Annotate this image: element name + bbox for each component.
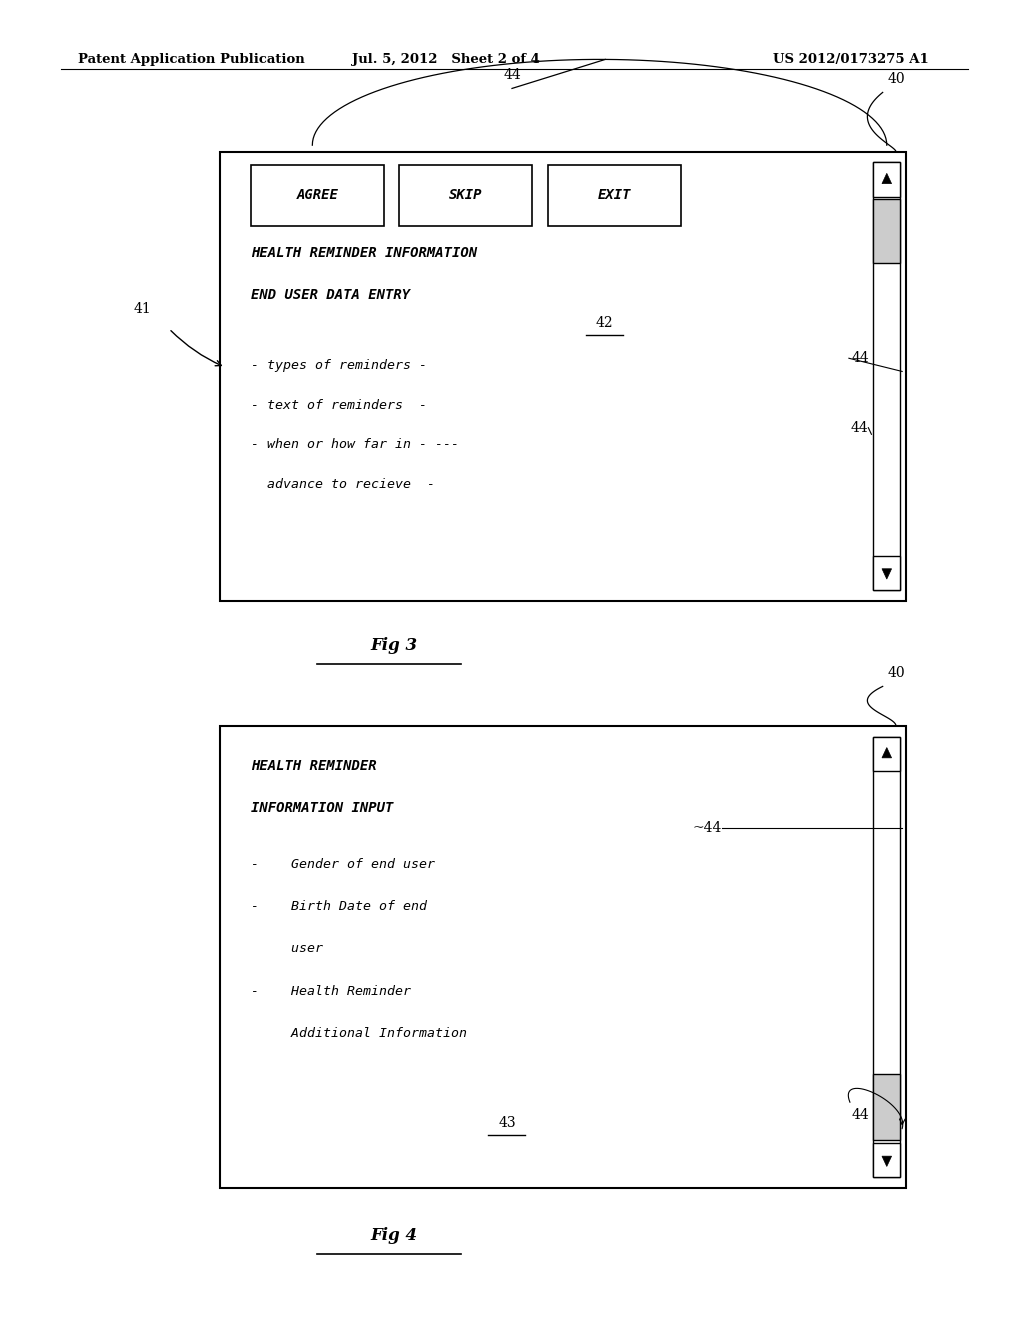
Text: INFORMATION INPUT: INFORMATION INPUT (251, 801, 393, 816)
Bar (873, 1143, 900, 1177)
Polygon shape (882, 1156, 892, 1167)
Text: US 2012/0173275 A1: US 2012/0173275 A1 (773, 53, 929, 66)
Text: -    Birth Date of end: - Birth Date of end (251, 900, 427, 913)
Bar (220, 726, 906, 1188)
Text: EXIT: EXIT (598, 189, 631, 202)
Text: SKIP: SKIP (450, 189, 482, 202)
Polygon shape (882, 569, 892, 579)
Text: - types of reminders -: - types of reminders - (251, 359, 427, 372)
Text: 44: 44 (503, 69, 521, 82)
Bar (873, 737, 900, 1177)
Text: Jul. 5, 2012   Sheet 2 of 4: Jul. 5, 2012 Sheet 2 of 4 (351, 53, 540, 66)
Text: 42: 42 (595, 315, 613, 330)
Text: user: user (251, 942, 323, 956)
Text: ~44: ~44 (692, 821, 722, 834)
Bar (873, 199, 900, 264)
Bar (873, 162, 900, 197)
Text: 40: 40 (888, 667, 905, 680)
Bar (548, 165, 681, 226)
Text: 44: 44 (851, 421, 868, 434)
Bar (873, 556, 900, 590)
Text: Fig 3: Fig 3 (371, 638, 418, 653)
Text: 40: 40 (888, 73, 905, 86)
Bar (873, 737, 900, 771)
Polygon shape (882, 747, 892, 758)
Text: HEALTH REMINDER: HEALTH REMINDER (251, 759, 377, 774)
Text: 41: 41 (133, 302, 151, 315)
Polygon shape (882, 173, 892, 183)
Bar (399, 165, 532, 226)
Text: advance to recieve  -: advance to recieve - (251, 478, 435, 491)
Text: -    Gender of end user: - Gender of end user (251, 858, 435, 871)
Text: - text of reminders  -: - text of reminders - (251, 399, 427, 412)
Text: HEALTH REMINDER INFORMATION: HEALTH REMINDER INFORMATION (251, 246, 477, 260)
Text: -    Health Reminder: - Health Reminder (251, 985, 411, 998)
Text: Patent Application Publication: Patent Application Publication (78, 53, 304, 66)
Text: 44: 44 (852, 351, 869, 366)
Text: AGREE: AGREE (297, 189, 338, 202)
Text: Fig 4: Fig 4 (371, 1228, 418, 1243)
Text: 43: 43 (498, 1115, 516, 1130)
Bar (873, 162, 900, 590)
Text: END USER DATA ENTRY: END USER DATA ENTRY (251, 288, 410, 302)
Bar (873, 1074, 900, 1140)
Text: 44: 44 (852, 1109, 869, 1122)
Text: Additional Information: Additional Information (251, 1027, 467, 1040)
Text: - when or how far in - ---: - when or how far in - --- (251, 438, 459, 451)
Bar (251, 165, 384, 226)
Bar (220, 152, 906, 601)
